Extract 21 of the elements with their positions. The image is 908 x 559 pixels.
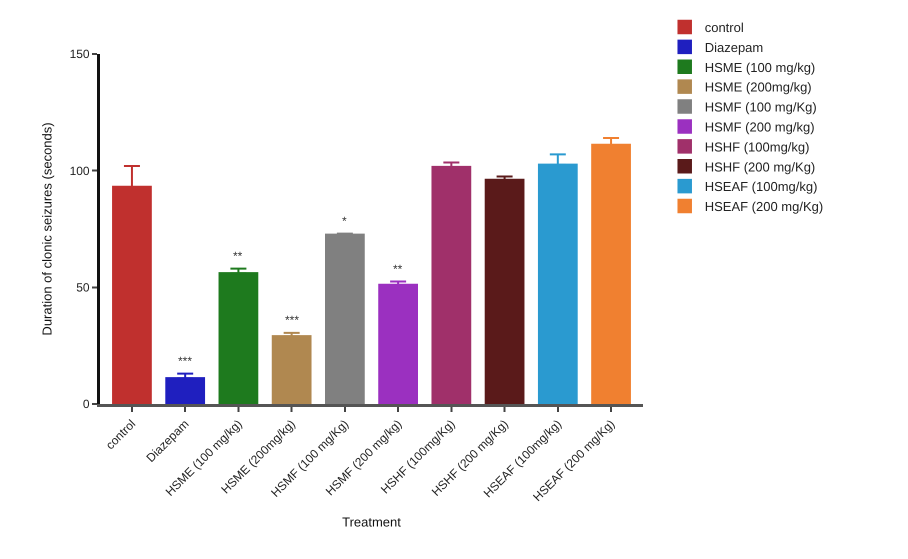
legend-label: HSMF (200 mg/kg): [704, 120, 815, 135]
legend-label: HSHF (100mg/kg): [704, 139, 810, 154]
y-tick-label: 0: [82, 397, 90, 412]
y-tick-label: 50: [76, 280, 90, 295]
x-axis-title: Treatment: [342, 514, 402, 530]
annotation: ***: [285, 313, 300, 327]
legend-label: HSME (100 mg/kg): [704, 60, 816, 75]
y-tick-label: 150: [70, 47, 90, 62]
legend-label: HSEAF (200 mg/Kg): [704, 199, 824, 214]
legend-label: control: [704, 20, 744, 36]
legend-label: HSEAF (100mg/kg): [704, 179, 818, 194]
annotation: *: [342, 214, 347, 228]
legend-label: HSME (200mg/kg): [704, 80, 812, 95]
annotation: **: [233, 249, 243, 263]
annotation: ***: [178, 354, 192, 368]
y-axis-title: Duration of clonic seizures (seconds): [40, 122, 55, 336]
annotation: **: [393, 262, 403, 276]
legend-label: HSHF (200 mg/Kg): [704, 159, 816, 174]
y-tick-label: 100: [70, 164, 90, 178]
legend-label: Diazepam: [704, 40, 764, 55]
legend-label: HSMF (100 mg/Kg): [704, 100, 817, 115]
